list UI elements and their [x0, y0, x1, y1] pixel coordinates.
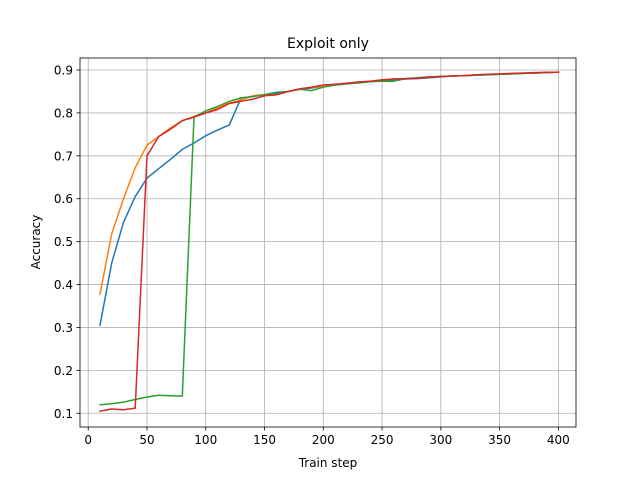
chart-title: Exploit only	[287, 36, 369, 52]
x-tick-label: 350	[488, 433, 511, 447]
x-tick-label: 150	[253, 433, 276, 447]
y-tick-label: 0.9	[54, 64, 73, 78]
plot-frame	[79, 57, 577, 428]
y-tick-label: 0.5	[54, 235, 73, 249]
y-tick-label: 0.6	[54, 192, 73, 206]
series-line-4	[99, 71, 560, 412]
y-tick-label: 0.3	[54, 321, 73, 335]
axis-ticks: 0 50 100 150 200 250 300 350 400 0.1 0.2 0.3 0.4 0.5 0…	[54, 64, 570, 447]
y-tick-label: 0.4	[54, 278, 73, 292]
x-tick-label: 400	[547, 433, 570, 447]
x-axis-label: Train step	[298, 456, 358, 470]
y-tick-label: 0.1	[54, 407, 73, 421]
x-tick-label: 100	[194, 433, 217, 447]
y-tick-label: 0.8	[54, 106, 73, 120]
x-tick-label: 0	[84, 433, 92, 447]
x-tick-label: 250	[371, 433, 394, 447]
series-layer	[99, 71, 560, 412]
x-tick-label: 50	[139, 433, 154, 447]
x-tick-label: 200	[312, 433, 335, 447]
y-tick-label: 0.2	[54, 364, 73, 378]
y-axis-label: Accuracy	[29, 215, 43, 270]
y-tick-label: 0.7	[54, 149, 73, 163]
grid	[80, 58, 576, 427]
x-tick-label: 300	[429, 433, 452, 447]
